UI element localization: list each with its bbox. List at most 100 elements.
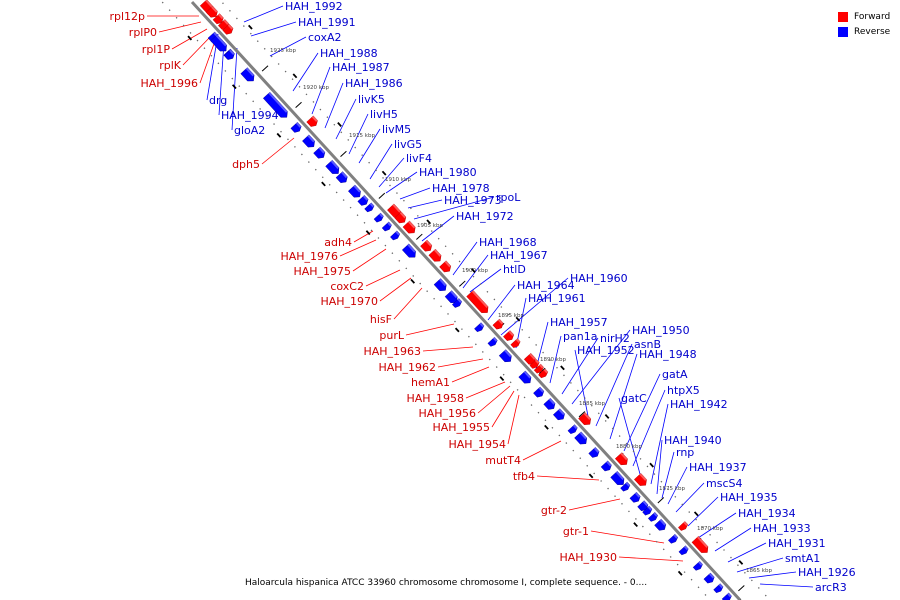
gene-label[interactable]: nirH2 (600, 332, 630, 345)
forward-gene[interactable] (222, 23, 235, 36)
gene-label[interactable]: HAH_1986 (345, 77, 403, 90)
gene-label[interactable]: gtr-2 (541, 504, 567, 517)
reverse-gene[interactable] (302, 134, 317, 150)
forward-gene[interactable] (691, 535, 711, 555)
forward-gene[interactable] (439, 260, 452, 274)
gene-label[interactable]: purL (379, 329, 404, 342)
reverse-gene[interactable] (498, 349, 514, 365)
gene-label[interactable]: HAH_1930 (559, 551, 617, 564)
gene-label[interactable]: tfb4 (513, 470, 535, 483)
forward-gene[interactable] (420, 239, 433, 253)
reverse-gene[interactable] (567, 424, 579, 436)
reverse-gene[interactable] (668, 533, 679, 545)
reverse-gene[interactable] (600, 460, 613, 473)
forward-gene[interactable] (578, 412, 593, 427)
reverse-gene[interactable] (552, 408, 566, 422)
reverse-gene[interactable] (642, 505, 654, 517)
reverse-gene[interactable] (290, 121, 303, 134)
gene-label[interactable]: livG5 (394, 138, 422, 151)
gene-label[interactable]: HAH_1942 (670, 398, 728, 411)
gene-label[interactable]: HAH_1952 (577, 344, 635, 357)
reverse-gene[interactable] (381, 221, 393, 233)
reverse-gene[interactable] (474, 322, 485, 334)
gene-label[interactable]: gtr-1 (563, 525, 589, 538)
reverse-gene[interactable] (588, 447, 601, 459)
gene-label[interactable]: HAH_1970 (320, 295, 378, 308)
forward-gene[interactable] (538, 368, 549, 380)
forward-gene[interactable] (466, 290, 491, 315)
gene-label[interactable]: coxA2 (308, 31, 341, 44)
reverse-gene[interactable] (401, 243, 418, 260)
reverse-gene[interactable] (357, 195, 370, 207)
gene-label[interactable]: pan1a (563, 330, 597, 343)
reverse-gene[interactable] (210, 34, 230, 54)
gene-label[interactable]: HAH_1962 (378, 361, 436, 374)
reverse-gene[interactable] (335, 171, 349, 185)
reverse-gene[interactable] (262, 91, 290, 120)
gene-label[interactable]: HAH_1954 (448, 438, 506, 451)
reverse-gene[interactable] (313, 146, 327, 160)
reverse-gene[interactable] (518, 370, 534, 386)
forward-gene[interactable] (533, 363, 545, 375)
gene-label[interactable]: rpoL (496, 191, 521, 204)
reverse-gene[interactable] (433, 278, 449, 294)
gene-label[interactable]: rnp (676, 446, 694, 459)
gene-label[interactable]: HAH_1996 (140, 77, 198, 90)
reverse-gene[interactable] (364, 202, 376, 214)
gene-label[interactable]: gatA (662, 368, 688, 381)
gene-label[interactable]: mscS4 (706, 477, 742, 490)
gene-label[interactable]: htlD (503, 263, 526, 276)
forward-gene[interactable] (510, 338, 522, 350)
gene-label[interactable]: rpl1P (142, 43, 171, 56)
reverse-gene[interactable] (637, 500, 650, 513)
forward-gene[interactable] (306, 115, 320, 129)
reverse-gene[interactable] (654, 518, 668, 532)
reverse-gene[interactable] (574, 431, 589, 447)
gene-label[interactable]: HAH_1950 (632, 324, 690, 337)
reverse-gene[interactable] (678, 545, 690, 557)
reverse-gene[interactable] (647, 512, 659, 523)
reverse-gene[interactable] (629, 491, 642, 504)
gene-label[interactable]: HAH_1991 (298, 16, 356, 29)
gene-label[interactable]: gloA2 (234, 124, 265, 137)
gene-label[interactable]: HAH_1958 (406, 392, 464, 405)
gene-label[interactable]: livH5 (370, 108, 398, 121)
gene-label[interactable]: HAH_1973 (444, 194, 502, 207)
reverse-gene[interactable] (348, 184, 363, 200)
forward-gene[interactable] (212, 13, 225, 26)
gene-label[interactable]: gatC (621, 392, 647, 405)
gene-label[interactable]: livM5 (382, 123, 411, 136)
gene-label[interactable]: rpl12p (109, 10, 145, 23)
forward-gene[interactable] (529, 359, 541, 370)
forward-gene[interactable] (492, 318, 505, 331)
gene-label[interactable]: HAH_1955 (432, 421, 490, 434)
gene-label[interactable]: drg (209, 94, 227, 107)
gene-label[interactable]: coxC2 (330, 280, 364, 293)
forward-gene[interactable] (678, 521, 689, 532)
reverse-gene[interactable] (610, 470, 627, 487)
gene-label[interactable]: HAH_1972 (456, 210, 514, 223)
forward-gene[interactable] (614, 452, 630, 468)
reverse-gene[interactable] (533, 386, 545, 399)
gene-label[interactable]: HAH_1976 (280, 250, 338, 263)
gene-label[interactable]: HAH_1960 (570, 272, 628, 285)
gene-label[interactable]: HAH_1963 (363, 345, 421, 358)
gene-label[interactable]: mutT4 (485, 454, 521, 467)
reverse-gene[interactable] (325, 159, 342, 176)
reverse-gene[interactable] (703, 572, 716, 585)
gene-label[interactable]: HAH_1934 (738, 507, 796, 520)
forward-gene[interactable] (503, 330, 515, 343)
gene-label[interactable]: htpX5 (667, 384, 700, 397)
reverse-gene[interactable] (543, 397, 557, 411)
reverse-gene[interactable] (487, 336, 499, 348)
gene-label[interactable]: HAH_1933 (753, 522, 811, 535)
gene-label[interactable]: HAH_1967 (490, 249, 548, 262)
gene-label[interactable]: HAH_1926 (798, 566, 856, 579)
gene-label[interactable]: HAH_1961 (528, 292, 586, 305)
gene-label[interactable]: arcR3 (815, 581, 847, 594)
gene-label[interactable]: HAH_1980 (419, 166, 477, 179)
gene-label[interactable]: HAH_1968 (479, 236, 537, 249)
gene-label[interactable]: smtA1 (785, 552, 820, 565)
gene-label[interactable]: HAH_1988 (320, 47, 378, 60)
gene-label[interactable]: HAH_1937 (689, 461, 747, 474)
